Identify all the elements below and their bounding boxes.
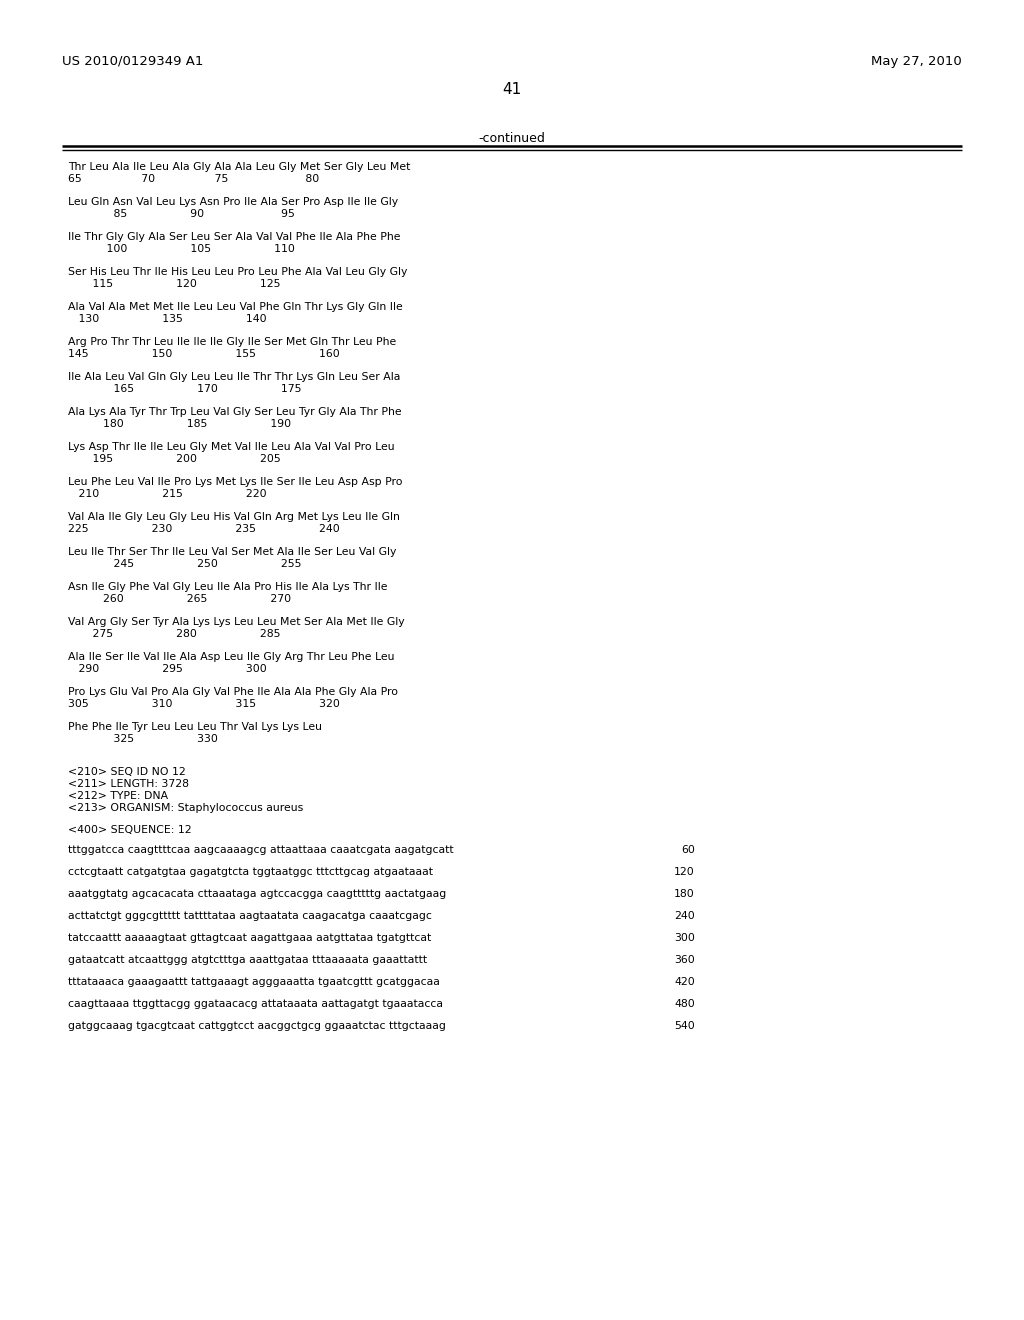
Text: Pro Lys Glu Val Pro Ala Gly Val Phe Ile Ala Ala Phe Gly Ala Pro: Pro Lys Glu Val Pro Ala Gly Val Phe Ile … <box>68 686 398 697</box>
Text: Phe Phe Ile Tyr Leu Leu Leu Thr Val Lys Lys Leu: Phe Phe Ile Tyr Leu Leu Leu Thr Val Lys … <box>68 722 322 733</box>
Text: 65                 70                 75                      80: 65 70 75 80 <box>68 174 319 183</box>
Text: 240: 240 <box>674 911 695 921</box>
Text: aaatggtatg agcacacata cttaaataga agtccacgga caagtttttg aactatgaag: aaatggtatg agcacacata cttaaataga agtccac… <box>68 888 446 899</box>
Text: 275                  280                  285: 275 280 285 <box>68 630 281 639</box>
Text: Ile Ala Leu Val Gln Gly Leu Leu Ile Thr Thr Lys Gln Leu Ser Ala: Ile Ala Leu Val Gln Gly Leu Leu Ile Thr … <box>68 372 400 381</box>
Text: 245                  250                  255: 245 250 255 <box>68 558 301 569</box>
Text: Ala Val Ala Met Met Ile Leu Leu Val Phe Gln Thr Lys Gly Gln Ile: Ala Val Ala Met Met Ile Leu Leu Val Phe … <box>68 302 402 312</box>
Text: gataatcatt atcaattggg atgtctttga aaattgataa tttaaaaata gaaattattt: gataatcatt atcaattggg atgtctttga aaattga… <box>68 954 427 965</box>
Text: Ala Ile Ser Ile Val Ile Ala Asp Leu Ile Gly Arg Thr Leu Phe Leu: Ala Ile Ser Ile Val Ile Ala Asp Leu Ile … <box>68 652 394 663</box>
Text: Thr Leu Ala Ile Leu Ala Gly Ala Ala Leu Gly Met Ser Gly Leu Met: Thr Leu Ala Ile Leu Ala Gly Ala Ala Leu … <box>68 162 411 172</box>
Text: <212> TYPE: DNA: <212> TYPE: DNA <box>68 791 168 801</box>
Text: 85                  90                      95: 85 90 95 <box>68 209 295 219</box>
Text: Leu Phe Leu Val Ile Pro Lys Met Lys Ile Ser Ile Leu Asp Asp Pro: Leu Phe Leu Val Ile Pro Lys Met Lys Ile … <box>68 477 402 487</box>
Text: Leu Ile Thr Ser Thr Ile Leu Val Ser Met Ala Ile Ser Leu Val Gly: Leu Ile Thr Ser Thr Ile Leu Val Ser Met … <box>68 546 396 557</box>
Text: 305                  310                  315                  320: 305 310 315 320 <box>68 700 340 709</box>
Text: May 27, 2010: May 27, 2010 <box>871 55 962 69</box>
Text: 180                  185                  190: 180 185 190 <box>68 418 291 429</box>
Text: 360: 360 <box>674 954 695 965</box>
Text: <400> SEQUENCE: 12: <400> SEQUENCE: 12 <box>68 825 191 836</box>
Text: <211> LENGTH: 3728: <211> LENGTH: 3728 <box>68 779 189 789</box>
Text: 145                  150                  155                  160: 145 150 155 160 <box>68 348 340 359</box>
Text: 290                  295                  300: 290 295 300 <box>68 664 266 675</box>
Text: Lys Asp Thr Ile Ile Leu Gly Met Val Ile Leu Ala Val Val Pro Leu: Lys Asp Thr Ile Ile Leu Gly Met Val Ile … <box>68 442 394 451</box>
Text: Val Arg Gly Ser Tyr Ala Lys Lys Leu Leu Met Ser Ala Met Ile Gly: Val Arg Gly Ser Tyr Ala Lys Lys Leu Leu … <box>68 616 404 627</box>
Text: <213> ORGANISM: Staphylococcus aureus: <213> ORGANISM: Staphylococcus aureus <box>68 803 303 813</box>
Text: 41: 41 <box>503 82 521 96</box>
Text: acttatctgt gggcgttttt tattttataa aagtaatata caagacatga caaatcgagc: acttatctgt gggcgttttt tattttataa aagtaat… <box>68 911 432 921</box>
Text: <210> SEQ ID NO 12: <210> SEQ ID NO 12 <box>68 767 185 777</box>
Text: Ala Lys Ala Tyr Thr Trp Leu Val Gly Ser Leu Tyr Gly Ala Thr Phe: Ala Lys Ala Tyr Thr Trp Leu Val Gly Ser … <box>68 407 401 417</box>
Text: 100                  105                  110: 100 105 110 <box>68 244 295 253</box>
Text: Leu Gln Asn Val Leu Lys Asn Pro Ile Ala Ser Pro Asp Ile Ile Gly: Leu Gln Asn Val Leu Lys Asn Pro Ile Ala … <box>68 197 398 207</box>
Text: 225                  230                  235                  240: 225 230 235 240 <box>68 524 340 535</box>
Text: 60: 60 <box>681 845 695 855</box>
Text: caagttaaaa ttggttacgg ggataacacg attataaata aattagatgt tgaaatacca: caagttaaaa ttggttacgg ggataacacg attataa… <box>68 999 443 1008</box>
Text: US 2010/0129349 A1: US 2010/0129349 A1 <box>62 55 204 69</box>
Text: tttggatcca caagttttcaa aagcaaaagcg attaattaaa caaatcgata aagatgcatt: tttggatcca caagttttcaa aagcaaaagcg attaa… <box>68 845 454 855</box>
Text: 115                  120                  125: 115 120 125 <box>68 279 281 289</box>
Text: gatggcaaag tgacgtcaat cattggtcct aacggctgcg ggaaatctac tttgctaaag: gatggcaaag tgacgtcaat cattggtcct aacggct… <box>68 1020 445 1031</box>
Text: 325                  330: 325 330 <box>68 734 218 744</box>
Text: cctcgtaatt catgatgtaa gagatgtcta tggtaatggc tttcttgcag atgaataaat: cctcgtaatt catgatgtaa gagatgtcta tggtaat… <box>68 867 433 876</box>
Text: Ile Thr Gly Gly Ala Ser Leu Ser Ala Val Val Phe Ile Ala Phe Phe: Ile Thr Gly Gly Ala Ser Leu Ser Ala Val … <box>68 232 400 242</box>
Text: Val Ala Ile Gly Leu Gly Leu His Val Gln Arg Met Lys Leu Ile Gln: Val Ala Ile Gly Leu Gly Leu His Val Gln … <box>68 512 400 521</box>
Text: 480: 480 <box>674 999 695 1008</box>
Text: Asn Ile Gly Phe Val Gly Leu Ile Ala Pro His Ile Ala Lys Thr Ile: Asn Ile Gly Phe Val Gly Leu Ile Ala Pro … <box>68 582 387 591</box>
Text: tttataaaca gaaagaattt tattgaaagt agggaaatta tgaatcgttt gcatggacaa: tttataaaca gaaagaattt tattgaaagt agggaaa… <box>68 977 440 987</box>
Text: 210                  215                  220: 210 215 220 <box>68 488 266 499</box>
Text: 300: 300 <box>674 933 695 942</box>
Text: 180: 180 <box>674 888 695 899</box>
Text: Arg Pro Thr Thr Leu Ile Ile Ile Gly Ile Ser Met Gln Thr Leu Phe: Arg Pro Thr Thr Leu Ile Ile Ile Gly Ile … <box>68 337 396 347</box>
Text: 195                  200                  205: 195 200 205 <box>68 454 281 465</box>
Text: 260                  265                  270: 260 265 270 <box>68 594 291 605</box>
Text: 130                  135                  140: 130 135 140 <box>68 314 266 323</box>
Text: 420: 420 <box>674 977 695 987</box>
Text: 165                  170                  175: 165 170 175 <box>68 384 301 393</box>
Text: 120: 120 <box>674 867 695 876</box>
Text: tatccaattt aaaaagtaat gttagtcaat aagattgaaa aatgttataa tgatgttcat: tatccaattt aaaaagtaat gttagtcaat aagattg… <box>68 933 431 942</box>
Text: Ser His Leu Thr Ile His Leu Leu Pro Leu Phe Ala Val Leu Gly Gly: Ser His Leu Thr Ile His Leu Leu Pro Leu … <box>68 267 408 277</box>
Text: -continued: -continued <box>478 132 546 145</box>
Text: 540: 540 <box>674 1020 695 1031</box>
